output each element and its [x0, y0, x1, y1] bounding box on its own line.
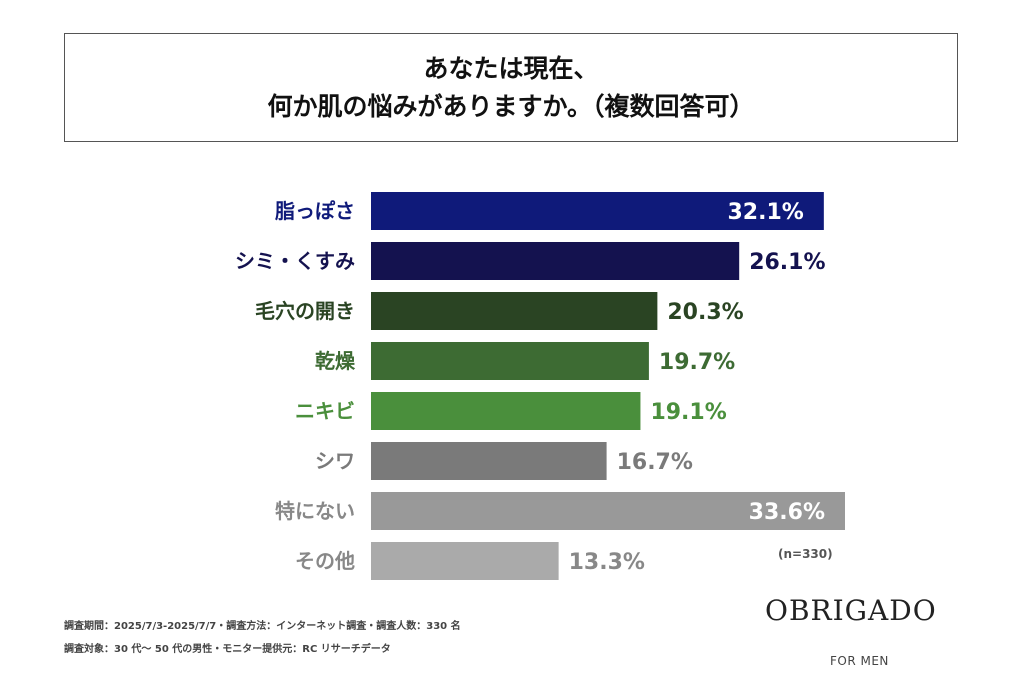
category-label-0: 脂っぽさ: [275, 199, 355, 223]
value-label-2: 20.3%: [667, 300, 743, 325]
survey-period-note: 調査期間：2025/7/3-2025/7/7・調査方法：インターネット調査・調査…: [64, 621, 461, 632]
value-label-0: 32.1%: [728, 200, 804, 225]
title-line-1: あなたは現在、: [423, 53, 599, 83]
bar-4: [371, 392, 641, 430]
bar-3: [371, 342, 649, 380]
category-label-6: 特にない: [275, 499, 355, 523]
title-line-2: 何か肌の悩みがありますか。（複数回答可）: [267, 91, 755, 121]
value-label-4: 19.1%: [650, 400, 726, 425]
value-label-6: 33.6%: [749, 500, 825, 525]
value-label-1: 26.1%: [749, 250, 825, 275]
sample-size-note: (n=330): [778, 547, 833, 561]
category-label-5: シワ: [315, 449, 355, 473]
category-label-2: 毛穴の開き: [255, 299, 355, 323]
category-label-7: その他: [295, 549, 355, 573]
bar-6: [371, 492, 845, 530]
bar-5: [371, 442, 607, 480]
value-label-3: 19.7%: [659, 350, 735, 375]
brand-tagline: FOR MEN: [830, 654, 889, 668]
bar-0: [371, 192, 824, 230]
category-label-1: シミ・くすみ: [235, 249, 355, 273]
value-label-5: 16.7%: [617, 450, 693, 475]
survey-target-note: 調査対象：30 代〜 50 代の男性・モニター提供元：RC リサーチデータ: [64, 644, 391, 655]
brand-logo: OBRIGADO: [765, 594, 937, 627]
chart-title: あなたは現在、 何か肌の悩みがありますか。（複数回答可）: [64, 33, 958, 142]
bar-1: [371, 242, 740, 280]
bar-7: [371, 542, 559, 580]
category-label-3: 乾燥: [315, 349, 356, 373]
bar-2: [371, 292, 658, 330]
category-label-4: ニキビ: [295, 399, 355, 423]
value-label-7: 13.3%: [569, 550, 645, 575]
